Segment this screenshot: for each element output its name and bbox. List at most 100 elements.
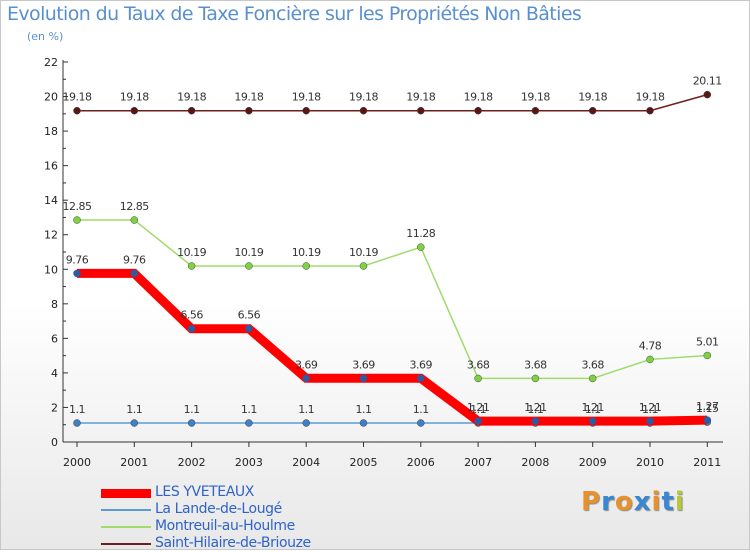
data-label: 1.21: [581, 401, 604, 414]
legend-label: Saint-Hilaire-de-Briouze: [155, 535, 311, 551]
data-point: [417, 374, 425, 383]
y-tick-label: 18: [44, 125, 58, 138]
legend-swatch: [101, 488, 151, 498]
data-label: 3.69: [352, 358, 375, 371]
data-label: 11.28: [406, 227, 435, 240]
data-label: 19.18: [234, 91, 263, 104]
chart-title: Evolution du Taux de Taxe Foncière sur l…: [7, 3, 582, 25]
data-label: 19.18: [349, 91, 378, 104]
legend-swatch: [101, 526, 151, 528]
data-label: 4.78: [639, 339, 662, 352]
data-point: [245, 106, 253, 115]
data-label: 1.1: [642, 403, 658, 416]
data-point: [646, 355, 654, 364]
data-label: 6.56: [238, 309, 261, 322]
data-label: 19.18: [464, 91, 493, 104]
y-tick-label: 14: [44, 194, 58, 207]
data-label: 1.1: [527, 403, 543, 416]
data-label: 10.19: [234, 246, 263, 259]
data-point: [703, 351, 712, 360]
data-label: 1.21: [524, 401, 547, 414]
data-point: [474, 106, 482, 115]
data-point: [73, 216, 81, 224]
data-label: 19.18: [521, 91, 550, 104]
data-point: [245, 262, 253, 270]
data-label: 1.21: [467, 401, 490, 414]
data-point: [588, 106, 597, 115]
logo-letter: P: [581, 487, 602, 517]
data-label: 1.1: [298, 403, 314, 416]
data-point: [417, 243, 425, 251]
proxiti-logo: Proxiti: [581, 487, 685, 517]
data-point: [417, 106, 425, 115]
data-point: [531, 106, 540, 115]
data-label: 1.1: [413, 403, 429, 416]
data-point: [130, 106, 139, 115]
data-point: [187, 324, 196, 333]
logo-letter: t: [661, 487, 675, 517]
data-label: 1.21: [639, 401, 662, 414]
legend-swatch: [101, 509, 151, 511]
legend-label: Montreuil-au-Houlme: [155, 518, 295, 534]
y-tick-label: 16: [44, 160, 58, 173]
data-label: 3.68: [581, 358, 604, 371]
data-label: 1.1: [356, 403, 372, 416]
data-point: [130, 419, 139, 427]
data-point: [187, 106, 196, 115]
x-tick-label: 2010: [636, 456, 664, 469]
y-tick-label: 20: [44, 91, 58, 104]
data-point: [302, 106, 310, 115]
x-tick-label: 2011: [693, 456, 721, 469]
y-tick-label: 0: [51, 436, 58, 449]
legend-swatch: [101, 543, 151, 545]
data-point: [187, 419, 196, 427]
data-label: 10.19: [177, 246, 206, 259]
x-tick-label: 2002: [178, 456, 206, 469]
data-label: 3.68: [524, 358, 547, 371]
data-label: 19.18: [292, 91, 321, 104]
series-les-yveteaux: 9.76 9.76 6.56 6.56 3.69 3.69 3.69 1.21 1.21 1.21…: [66, 253, 720, 426]
data-point: [588, 374, 597, 383]
data-point: [703, 416, 712, 424]
data-label: 10.19: [292, 246, 321, 259]
data-point: [703, 90, 712, 99]
series-montreuil-au-houlme: 12.85 12.85 10.19 10.19 10.19 10.19 11.28 3.68 3…: [63, 200, 719, 383]
data-label: 1.1: [184, 403, 200, 416]
y-tick-label: 10: [44, 263, 58, 276]
data-point: [302, 262, 310, 270]
data-label: 19.18: [636, 91, 665, 104]
data-label: 1.1: [241, 403, 257, 416]
data-point: [302, 374, 310, 383]
data-point: [245, 419, 253, 427]
data-label: 5.01: [696, 335, 719, 348]
data-point: [130, 269, 139, 278]
data-point: [474, 374, 482, 383]
data-point: [474, 417, 482, 425]
data-point: [646, 417, 654, 425]
series-line: [77, 268, 708, 426]
data-point: [302, 419, 310, 427]
data-point: [130, 216, 139, 224]
y-tick-label: 22: [44, 56, 58, 69]
data-point: [531, 417, 540, 425]
x-tick-label: 2007: [464, 456, 492, 469]
legend-label: LES YVETEAUX: [155, 484, 254, 500]
data-label: 19.18: [63, 91, 92, 104]
logo-letter: o: [614, 487, 634, 517]
data-label: 3.69: [410, 358, 433, 371]
data-label: 1.1: [585, 403, 601, 416]
y-tick-label: 8: [51, 298, 58, 311]
x-tick-label: 2000: [63, 456, 91, 469]
series-line: [77, 93, 708, 112]
x-tick-label: 2005: [350, 456, 378, 469]
series-saint-hilaire-de-briouze: 19.18 19.18 19.18 19.18 19.18 19.18 19.18 19.18…: [63, 75, 722, 115]
data-point: [646, 106, 654, 115]
logo-letter: i: [651, 487, 662, 517]
data-label: 1.1: [69, 403, 85, 416]
data-point: [73, 419, 81, 427]
data-point: [73, 106, 81, 115]
x-tick-label: 2006: [407, 456, 435, 469]
data-point: [359, 262, 368, 270]
data-point: [531, 374, 540, 383]
